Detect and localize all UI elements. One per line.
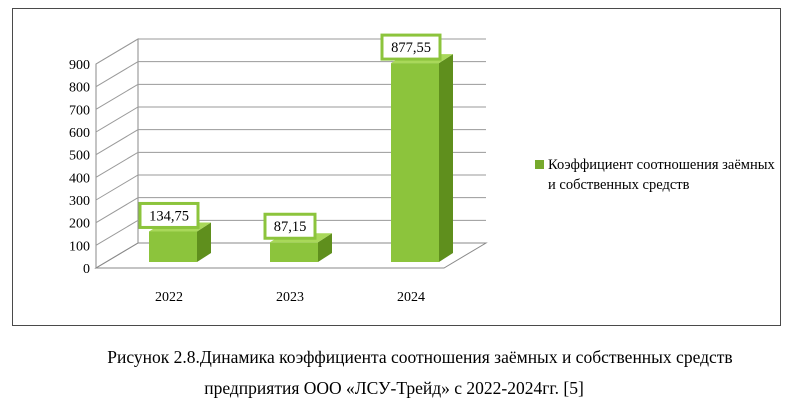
gridline: [95, 106, 486, 133]
gridline: [95, 83, 486, 110]
gridline: [95, 61, 486, 88]
y-tick-label: 600: [69, 126, 90, 141]
bar-2023: [270, 242, 318, 262]
gridline: [95, 129, 486, 156]
y-tick-label: 100: [69, 239, 90, 254]
data-label: 877,55: [391, 40, 431, 56]
gridline: [95, 38, 486, 65]
y-tick-label: 0: [83, 262, 90, 277]
data-label-box: [138, 201, 200, 229]
legend-swatch: [535, 160, 544, 169]
x-tick-label: 2022: [155, 290, 183, 305]
y-tick-label: 900: [69, 58, 90, 73]
bar-side-2024: [439, 54, 453, 262]
bar-chart: 0 100 200 300 400 500 600 700 800 900 2022 134,75 20…: [69, 33, 488, 305]
data-label-box: [380, 33, 442, 61]
y-tick-label: 800: [69, 81, 90, 96]
figure-caption-line-2: предприятия ООО «ЛСУ-Трейд» с 2022-2024г…: [204, 378, 584, 398]
bar-side-2023: [318, 233, 332, 262]
gridline: [95, 219, 486, 246]
bar-2024: [391, 63, 439, 262]
bar-2022: [149, 231, 197, 262]
y-tick-label: 200: [69, 217, 90, 232]
figure-caption-line-1: Рисунок 2.8.Динамика коэффициента соотно…: [107, 347, 733, 367]
gridline: [95, 197, 486, 224]
y-tick-label: 400: [69, 171, 90, 186]
bar-side-2022: [197, 222, 211, 262]
y-tick-label: 300: [69, 194, 90, 209]
legend-label: Коэффициент соотношения заёмных и собств…: [548, 157, 775, 193]
chart-frame: 0 100 200 300 400 500 600 700 800 900 2022 134,75 20…: [12, 8, 781, 326]
x-tick-label: 2024: [397, 290, 425, 305]
gridline: [95, 151, 486, 178]
legend: Коэффициент соотношения заёмных и собств…: [535, 155, 785, 195]
chart-left-wall: [95, 38, 139, 269]
y-tick-label: 500: [69, 149, 90, 164]
data-label: 87,15: [274, 219, 307, 235]
gridline: [95, 174, 486, 201]
data-label: 134,75: [149, 208, 189, 224]
y-tick-label: 700: [69, 103, 90, 118]
data-label-box: [263, 212, 317, 240]
x-tick-label: 2023: [276, 290, 304, 305]
